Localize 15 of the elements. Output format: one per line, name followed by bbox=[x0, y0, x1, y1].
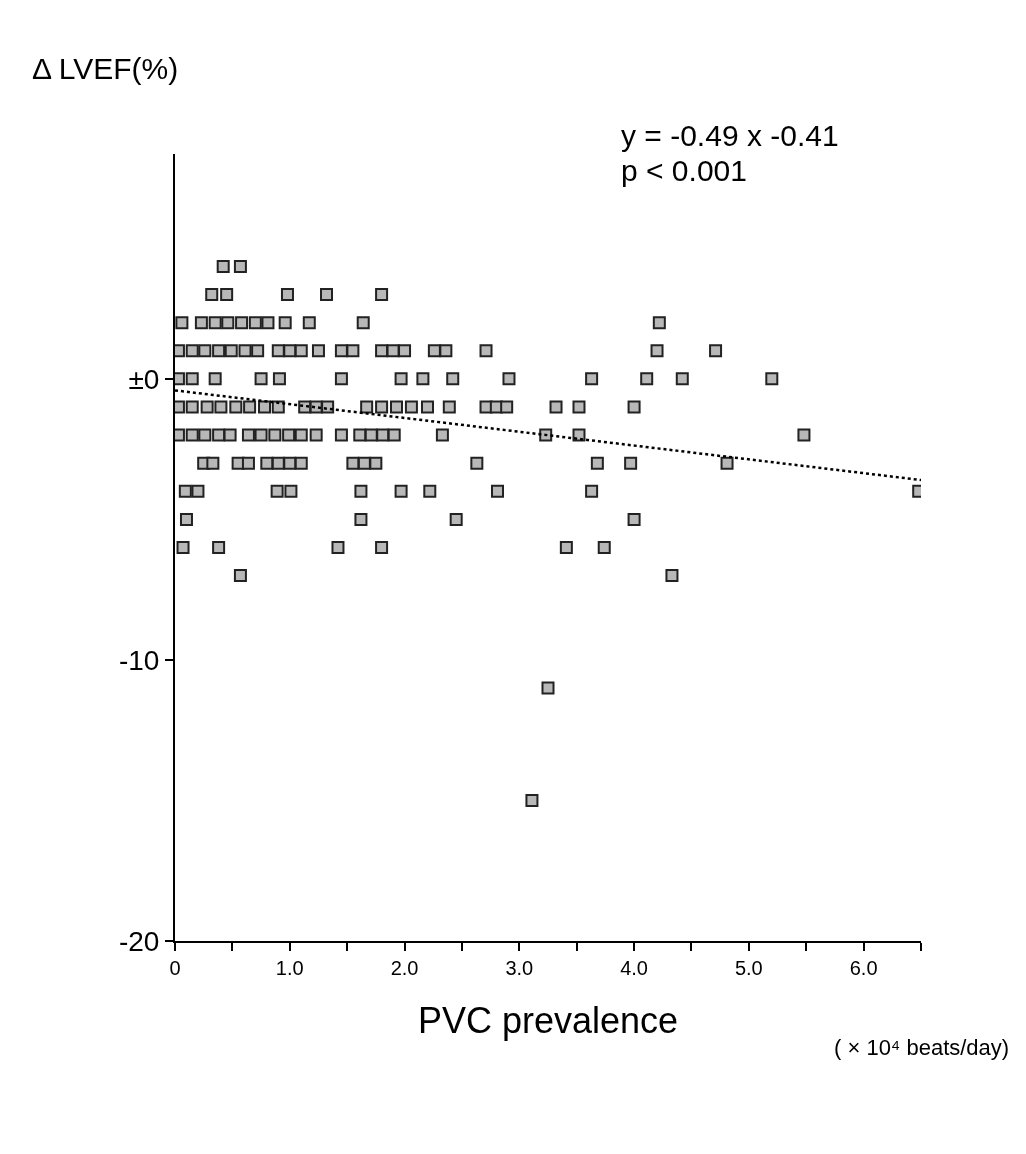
text: y = -0.49 x -0.41 bbox=[621, 119, 839, 152]
x-tick-label: 4.0 bbox=[620, 957, 648, 979]
x-tick-label: 1.0 bbox=[275, 957, 304, 979]
y-tick-label: -10 bbox=[118, 644, 160, 676]
x-axis-title: PVC prevalence bbox=[417, 1000, 679, 1042]
x-tick-label: 5.0 bbox=[734, 957, 763, 979]
text: ( × 10⁴ beats/day) bbox=[834, 1035, 1010, 1060]
y-tick-label: -20 bbox=[118, 925, 160, 957]
x-tick-label: 6.0 bbox=[849, 957, 878, 979]
y-axis-title: Δ LVEF(%) bbox=[32, 52, 179, 85]
x-tick-label: 2.0 bbox=[390, 957, 419, 979]
annotation: p < 0.001 bbox=[621, 154, 747, 187]
x-tick-label: 0 bbox=[169, 957, 181, 979]
x-tick-label: 3.0 bbox=[505, 957, 534, 979]
y-tick-label: ±0 bbox=[128, 363, 160, 395]
